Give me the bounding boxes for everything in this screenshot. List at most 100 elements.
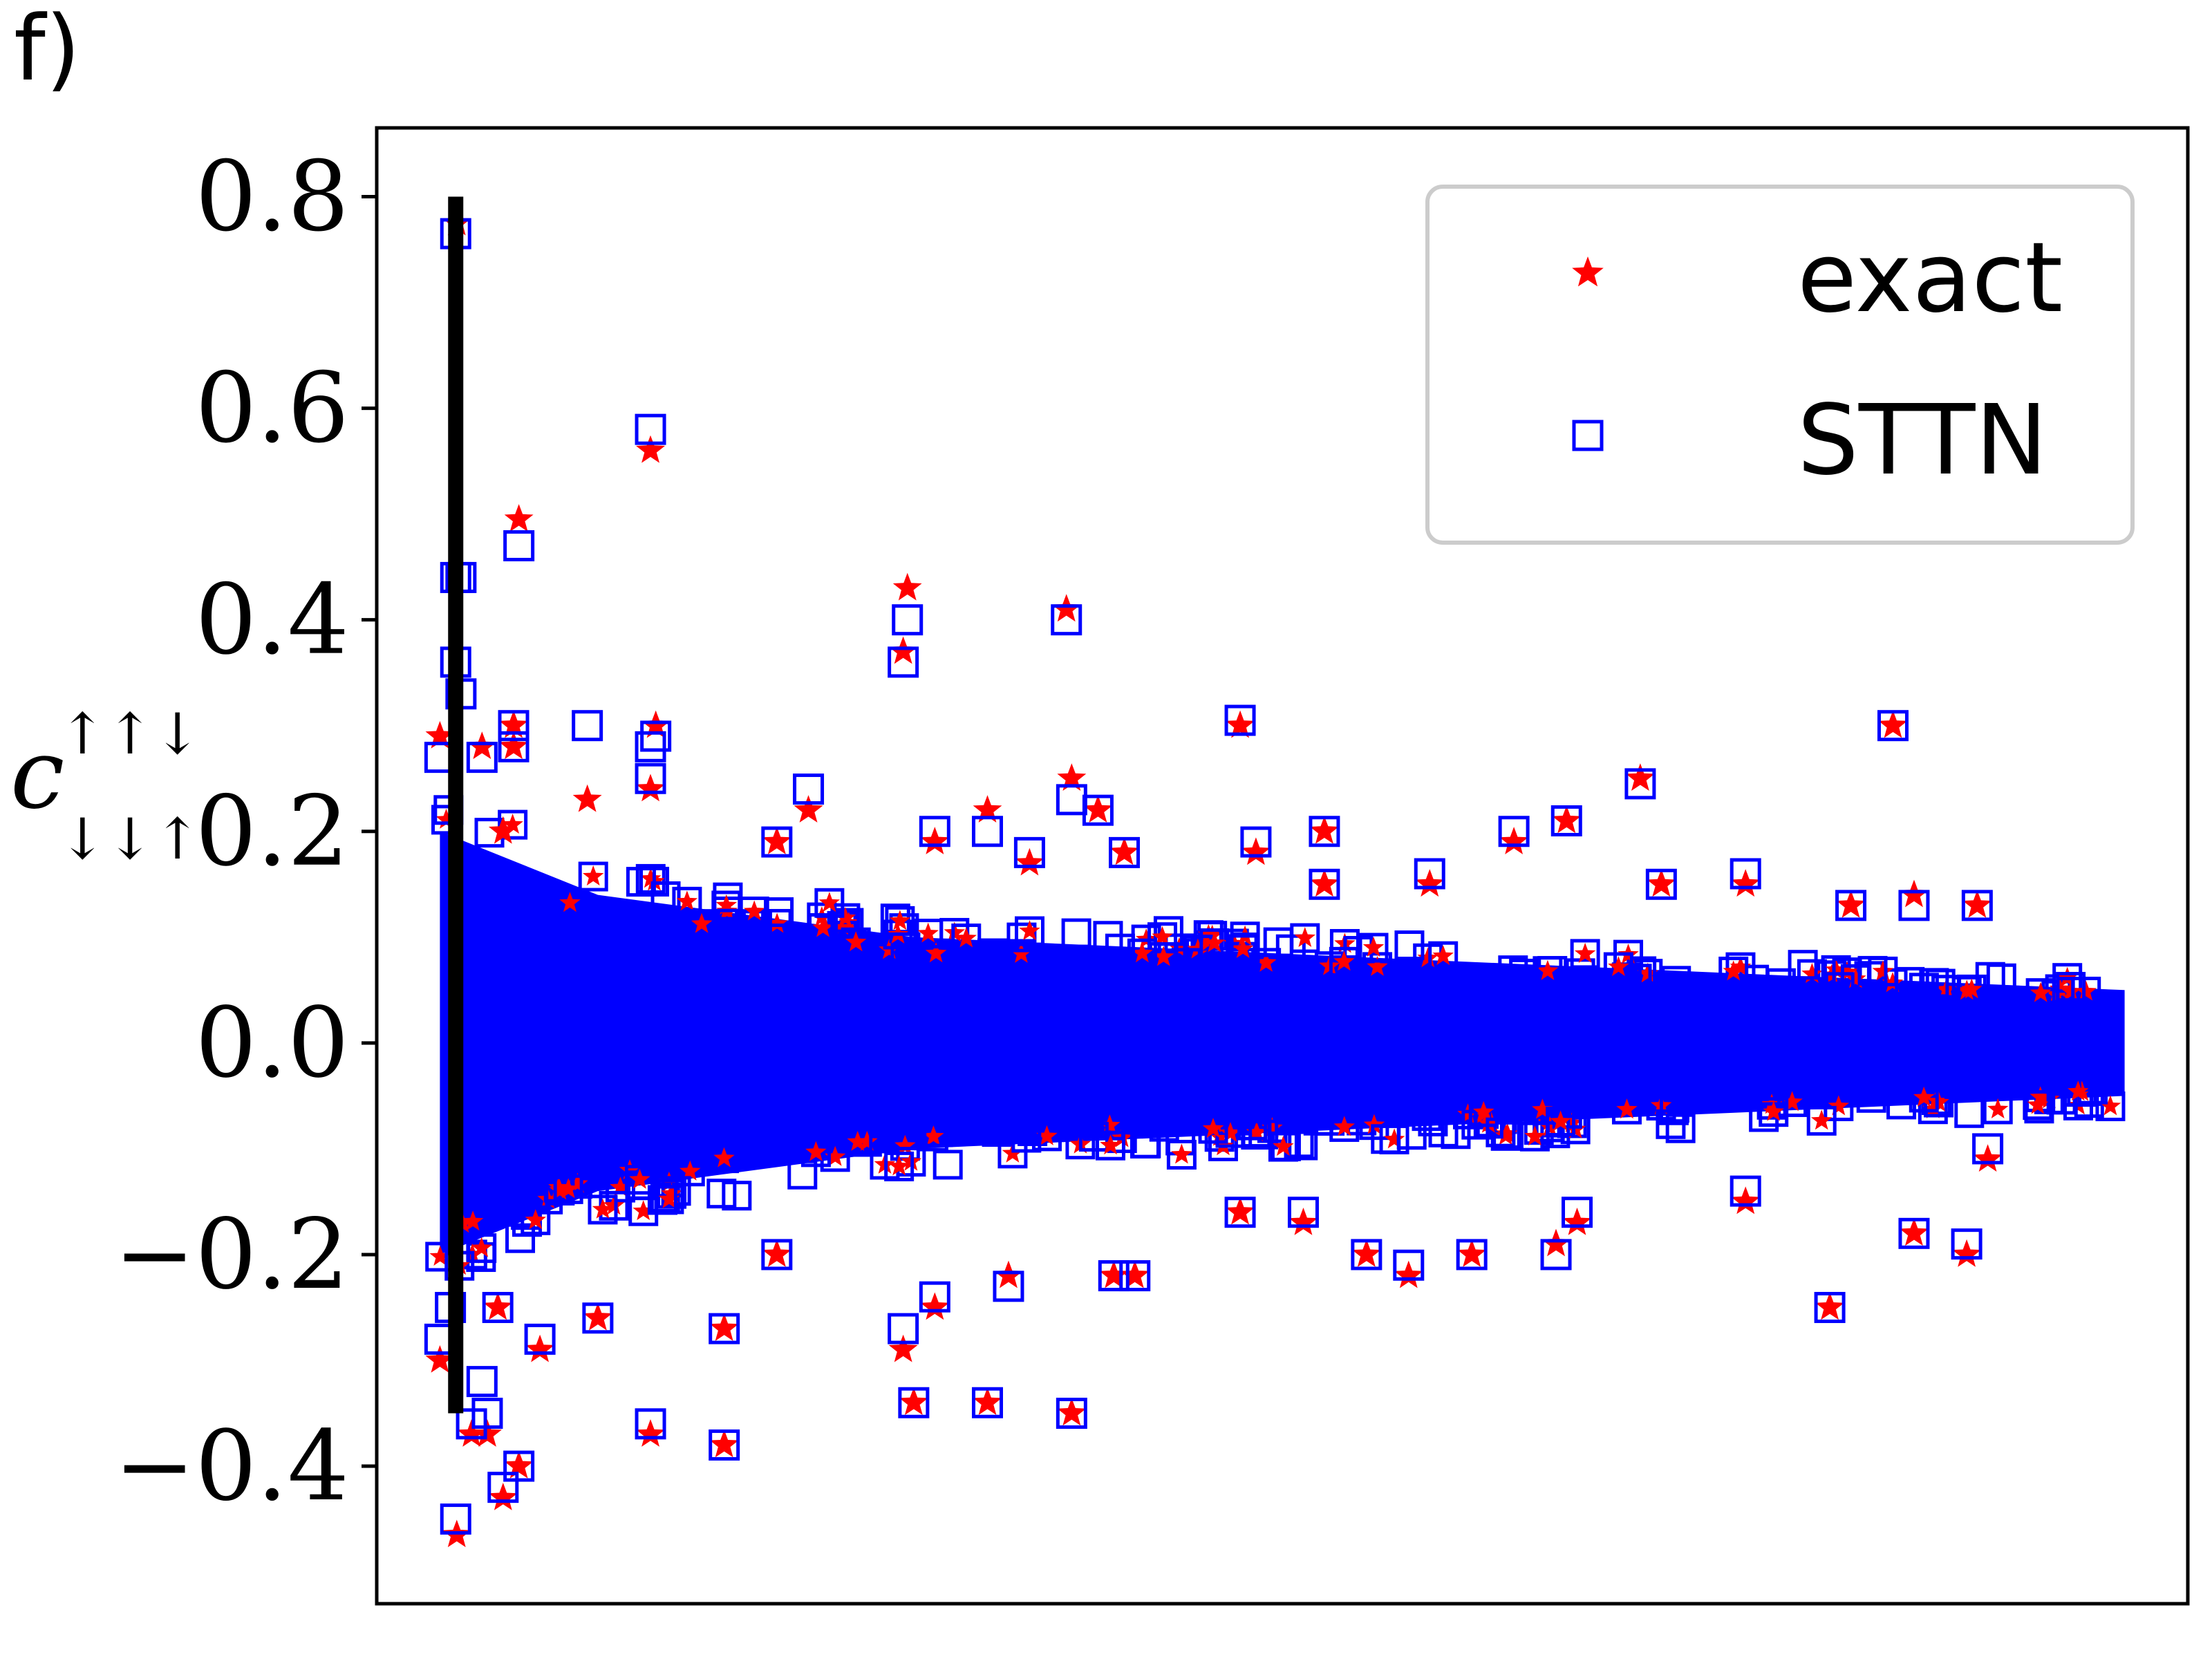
sttn-edge-marker [932, 1150, 963, 1180]
sttn-point [487, 1472, 519, 1503]
sttn-edge-marker [588, 1194, 618, 1225]
exact-edge-marker [1524, 1125, 1546, 1146]
exact-edge-marker [2030, 1086, 2051, 1107]
sttn-point [1119, 1260, 1151, 1292]
sttn-edge-marker [1570, 939, 1600, 969]
sttn-point [919, 1281, 950, 1313]
exact-edge-marker [559, 892, 581, 912]
sttn-edge-marker [1603, 952, 1633, 982]
exact-edge-marker [658, 1188, 680, 1208]
exact-edge-marker [525, 1209, 546, 1230]
exact-edge-marker [1637, 962, 1658, 983]
legend-box [1425, 185, 2135, 545]
sttn-edge-marker [1105, 933, 1135, 964]
exact-edge-marker [805, 1141, 827, 1161]
sttn-edge-marker [1909, 973, 1939, 1003]
exact-point [636, 774, 665, 802]
exact-point [473, 1419, 502, 1447]
exact-edge-marker [2060, 980, 2082, 1001]
sttn-point [1309, 816, 1340, 847]
sttn-edge-marker [1509, 958, 1539, 988]
sttn-edge-marker [1777, 1087, 1808, 1117]
sttn-edge-marker [918, 1121, 948, 1152]
exact-point [899, 1387, 928, 1415]
sttn-edge-marker [1198, 1114, 1228, 1144]
exact-point [1226, 710, 1255, 738]
sttn-edge-marker [1519, 1121, 1550, 1152]
sttn-edge-marker [709, 1143, 739, 1174]
sttn-point [1624, 768, 1656, 800]
sttn-edge-marker [885, 906, 915, 936]
exact-edge-marker [1362, 937, 1385, 957]
exact-edge-marker [661, 1183, 682, 1203]
sttn-edge-marker [706, 1179, 737, 1209]
exact-point [1541, 1228, 1571, 1257]
sttn-point [1961, 890, 1993, 921]
sttn-point [503, 530, 535, 562]
sttn-point [1309, 868, 1340, 900]
exact-edge-marker [1273, 1136, 1294, 1156]
exact-edge-marker [1219, 1122, 1241, 1143]
sttn-point [640, 720, 672, 752]
sttn-edge-marker [1546, 1107, 1576, 1137]
sttn-edge-marker [563, 1169, 593, 1199]
exact-edge-marker [462, 1210, 484, 1231]
exact-edge-marker [549, 1179, 571, 1200]
sttn-edge-marker [2046, 1085, 2077, 1115]
exact-edge-marker [1550, 1110, 1571, 1131]
exact-edge-marker [1961, 978, 1983, 999]
exact-edge-marker [629, 1168, 650, 1189]
sttn-edge-marker [511, 1200, 541, 1230]
exact-point [994, 1260, 1023, 1288]
exact-point [499, 710, 528, 738]
exact-edge-marker [679, 1160, 701, 1181]
dense-point-cloud [425, 795, 2126, 1281]
sttn-point [1109, 836, 1141, 868]
sttn-edge-marker [1485, 1117, 1516, 1147]
sttn-edge-marker [889, 913, 919, 944]
y-tick-label: −0.4 [114, 1410, 349, 1523]
exact-edge-marker [955, 927, 977, 948]
sttn-point [709, 1313, 740, 1344]
sttn-edge-marker [1171, 948, 1201, 978]
sttn-edge-marker [554, 888, 585, 918]
sttn-edge-marker [1015, 916, 1045, 946]
exact-edge-marker [1198, 934, 1219, 955]
exact-edge-marker [1232, 938, 1254, 958]
exact-point [1288, 1208, 1318, 1235]
sttn-edge-marker [1428, 1117, 1459, 1147]
exact-point [1973, 1144, 2003, 1172]
sttn-edge-marker [1166, 1139, 1197, 1170]
exact-edge-marker [744, 900, 765, 921]
exact-point [504, 504, 534, 532]
exact-edge-marker [1367, 955, 1388, 976]
sttn-point [1730, 1175, 1761, 1207]
sttn-edge-marker [841, 927, 871, 957]
exact-edge-marker [715, 894, 737, 915]
sttn-edge-marker [977, 938, 1007, 968]
sttn-edge-marker [2023, 1090, 2053, 1121]
exact-edge-marker [1801, 963, 1823, 983]
sttn-point [1835, 890, 1867, 921]
exact-point [1836, 890, 1866, 918]
sttn-point [1972, 1133, 2004, 1165]
exact-edge-marker [1262, 1117, 1283, 1137]
exact-edge-marker [1152, 926, 1173, 946]
sttn-edge-marker [1886, 1089, 1917, 1120]
exact-edge-marker [1616, 1098, 1638, 1119]
sttn-edge-marker [1725, 952, 1756, 982]
sttn-edge-marker [1290, 923, 1320, 953]
sttn-edge-marker [647, 1185, 677, 1215]
exact-edge-marker [1417, 947, 1438, 968]
exact-edge-marker [640, 868, 662, 888]
exact-point [794, 795, 823, 823]
sttn-point [971, 816, 1003, 847]
exact-point [920, 827, 950, 854]
sttn-edge-marker [1011, 1123, 1042, 1153]
sttn-edge-marker [843, 1127, 873, 1157]
exact-edge-marker [1539, 1116, 1561, 1136]
exact-edge-marker [845, 931, 867, 952]
exact-edge-marker [502, 814, 523, 834]
exact-edge-marker [825, 1145, 846, 1166]
